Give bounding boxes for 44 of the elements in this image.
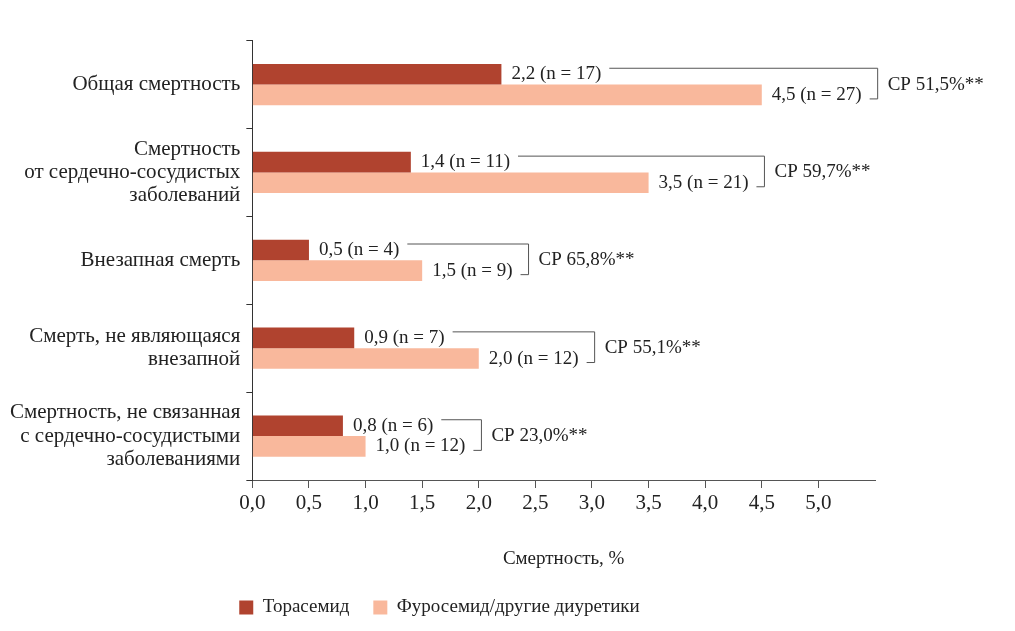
x-tick-label: 0,0 [239, 490, 266, 515]
x-tick-label: 2,0 [465, 490, 492, 515]
bar [252, 436, 366, 457]
x-tick-label: 0,5 [295, 490, 323, 515]
data-label: 0,8 (n = 6) [352, 413, 434, 436]
annotation: СР 59,7%** [774, 160, 871, 182]
x-tick-label: 1,5 [409, 490, 436, 515]
legend-label: Фуросемид/другие диуретики [396, 595, 640, 617]
bar [252, 415, 343, 437]
y-tick-label: Смертность от сердечно-сосудистых заболеваний [24, 135, 241, 207]
x-tick-label: 3,5 [635, 490, 662, 515]
bar [252, 63, 502, 85]
annotation: СР 55,1%** [604, 336, 701, 358]
data-label: 2,0 (n = 12) [488, 346, 579, 369]
data-label: 0,9 (n = 7) [364, 325, 445, 348]
x-tick-label: 5,0 [805, 490, 832, 515]
y-tick-label: Внезапная смерть [80, 246, 241, 271]
data-label: 2,2 (n = 17) [511, 62, 602, 85]
x-tick-label: 3,0 [578, 490, 606, 515]
data-label: 4,5 (n = 27) [771, 82, 862, 105]
x-tick-label: 4,5 [748, 490, 775, 515]
data-label: 3,5 (n = 21) [658, 170, 749, 193]
bar [252, 260, 423, 281]
y-tick-label: Смерть, не являющаяся внезапной [29, 323, 241, 371]
text: СР 51,5%** [887, 72, 984, 94]
data-label: 1,0 (n = 12) [375, 434, 466, 457]
data-label: 1,4 (n = 11) [420, 150, 511, 173]
annotation: СР 65,8%** [538, 248, 635, 270]
bar [252, 348, 479, 369]
bar [252, 327, 355, 349]
x-tick-label: 1,0 [352, 490, 379, 515]
y-tick-label: Общая смертность [72, 71, 241, 96]
legend-label: Торасемид [262, 595, 350, 617]
data-label: 0,5 (n = 4) [318, 237, 400, 260]
bar [252, 239, 309, 261]
x-tick-label: 2,5 [522, 490, 549, 515]
x-tick-label: 4,0 [692, 490, 719, 515]
x-axis-title: Смертность, % [502, 546, 625, 568]
y-tick-label: Смертность, не связанная с сердечно-сосудистыми заболеваниями [9, 399, 241, 470]
annotation: СР 23,0%** [491, 424, 588, 446]
bar [252, 84, 762, 106]
bar [252, 172, 649, 194]
data-label: 1,5 (n = 9) [432, 258, 513, 281]
bar [252, 151, 411, 173]
